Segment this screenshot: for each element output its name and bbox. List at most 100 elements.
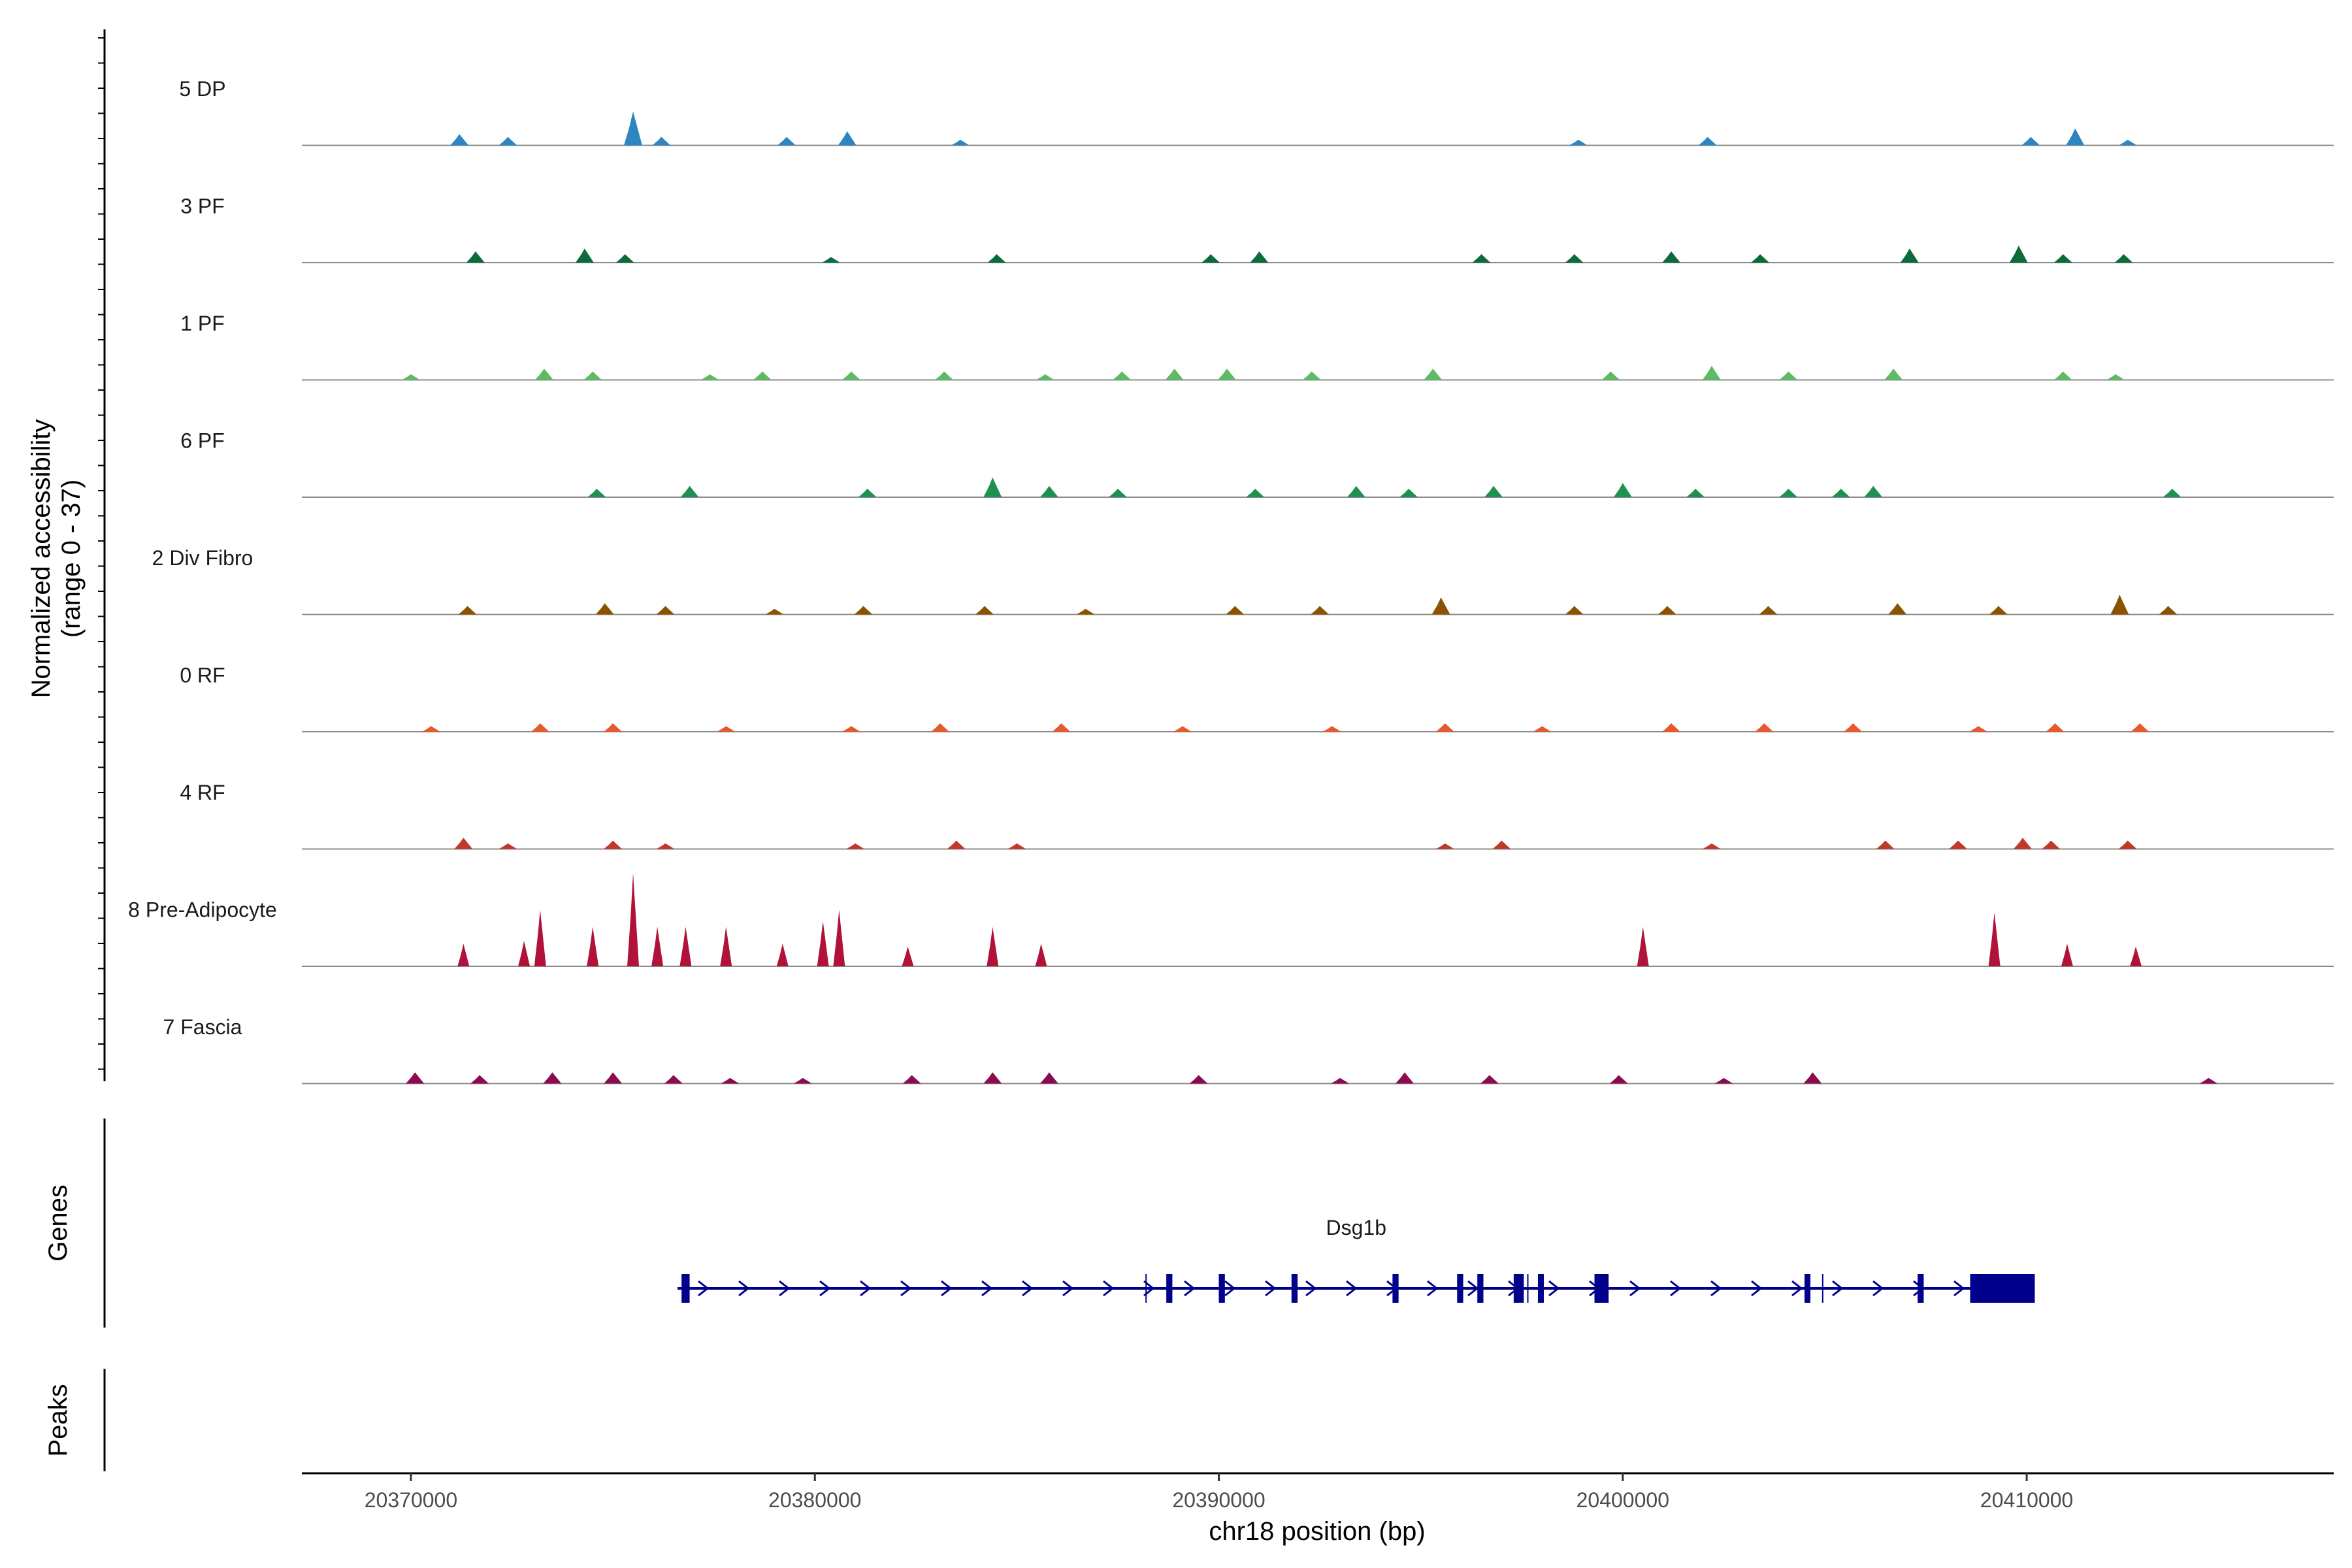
coverage-peak xyxy=(604,840,623,849)
coverage-peak xyxy=(531,723,549,732)
coverage-peak xyxy=(1988,912,2001,966)
coverage-peak xyxy=(406,1072,425,1084)
coverage-peak xyxy=(401,374,420,380)
coverage-peak xyxy=(1948,840,1967,849)
coverage-peak xyxy=(1714,1077,1733,1084)
coverage-peak xyxy=(1201,254,1220,263)
coverage-peak xyxy=(595,603,614,615)
strand-arrow xyxy=(819,1280,831,1297)
strand-arrow xyxy=(1751,1280,1763,1297)
coverage-peak xyxy=(2046,723,2065,732)
coverage-peak xyxy=(1900,248,1919,263)
coverage-peak xyxy=(930,723,949,732)
track-label: 3 PF xyxy=(180,195,225,218)
track-label: 2 Div Fibro xyxy=(152,546,253,570)
x-tick-label: 20410000 xyxy=(1980,1488,2073,1512)
coverage-peak xyxy=(858,489,877,497)
coverage-y-ticks xyxy=(98,37,105,1070)
strand-arrow xyxy=(900,1280,912,1297)
track-6: 0 RF xyxy=(180,664,2334,732)
coverage-peak xyxy=(2066,128,2085,146)
coverage-peak xyxy=(1113,371,1132,380)
coverage-peak xyxy=(1076,608,1095,615)
coverage-peak xyxy=(1968,726,1987,732)
coverage-peak xyxy=(1637,926,1649,966)
coverage-peak xyxy=(1565,254,1584,263)
coverage-peak xyxy=(587,926,599,966)
track-label: 8 Pre-Adipocyte xyxy=(128,898,277,922)
coverage-peak xyxy=(450,134,469,146)
gene-exon xyxy=(1477,1274,1484,1303)
coverage-peak xyxy=(534,368,553,380)
peaks-panel-label: Peaks xyxy=(44,1384,73,1456)
coverage-peak xyxy=(841,371,860,380)
gene-exon xyxy=(1918,1274,1924,1303)
track-label: 7 Fascia xyxy=(163,1015,242,1039)
coverage-peak xyxy=(717,726,736,732)
coverage-peak xyxy=(983,1072,1002,1084)
strand-arrow xyxy=(941,1280,953,1297)
coverage-peak xyxy=(1311,606,1330,615)
coverage-peak xyxy=(583,371,602,380)
gene-exon xyxy=(1166,1274,1173,1303)
coverage-peak xyxy=(1565,606,1584,615)
coverage-peak xyxy=(721,1077,740,1084)
gene-exon xyxy=(1594,1274,1609,1303)
coverage-peak xyxy=(720,926,732,966)
coverage-peak xyxy=(664,1075,683,1084)
coverage-peak xyxy=(2053,254,2072,263)
track-label: 1 PF xyxy=(180,312,225,335)
coverage-peak xyxy=(1246,489,1265,497)
strand-arrow xyxy=(1346,1280,1358,1297)
x-axis-ticks: 20370000 20380000 20390000 20400000 20410000 xyxy=(365,1473,2073,1512)
coverage-peak xyxy=(656,843,675,849)
coverage-peak xyxy=(1884,368,1903,380)
coverage-peak xyxy=(1844,723,1863,732)
coverage-peak xyxy=(1989,606,2008,615)
track-3: 1 PF xyxy=(180,312,2334,381)
x-tick-label: 20370000 xyxy=(365,1488,457,1512)
coverage-peak xyxy=(838,131,857,146)
coverage-peak xyxy=(2042,840,2061,849)
coverage-peak xyxy=(1702,843,1721,849)
coverage-peak xyxy=(575,248,594,263)
coverage-peak xyxy=(1472,254,1491,263)
coverage-peak xyxy=(1052,723,1071,732)
coverage-peak xyxy=(700,374,719,380)
coverage-peak xyxy=(2013,838,2032,849)
coverage-peak xyxy=(1322,726,1341,732)
x-axis-title: chr18 position (bp) xyxy=(1209,1517,1425,1546)
coverage-peak xyxy=(975,606,994,615)
coverage-peak xyxy=(817,921,829,966)
coverage-peak xyxy=(1759,606,1778,615)
coverage-peak xyxy=(1173,726,1192,732)
coverage-peak xyxy=(1431,597,1450,615)
strand-arrow xyxy=(1548,1280,1560,1297)
track-2: 3 PF xyxy=(180,195,2334,263)
coverage-peak xyxy=(2061,943,2073,966)
strand-arrow xyxy=(698,1280,710,1297)
coverage-peak xyxy=(457,943,470,966)
coverage-peak xyxy=(1480,1075,1499,1084)
coverage-peak xyxy=(470,1075,489,1084)
coverage-peak xyxy=(1662,723,1681,732)
track-9: 7 Fascia xyxy=(163,1015,2334,1085)
strand-arrow xyxy=(1184,1280,1196,1297)
coverage-peak xyxy=(2053,371,2072,380)
coverage-peak xyxy=(1039,1072,1058,1084)
coverage-peak xyxy=(656,606,675,615)
strand-arrow xyxy=(981,1280,993,1297)
coverage-peak xyxy=(1779,489,1798,497)
strand-arrow xyxy=(1305,1280,1317,1297)
coverage-peak xyxy=(518,941,531,966)
gene-exon xyxy=(1392,1274,1399,1303)
coverage-peak xyxy=(1601,371,1620,380)
coverage-peak xyxy=(1189,1075,1208,1084)
gene-exon xyxy=(1291,1274,1298,1303)
coverage-peak xyxy=(458,606,477,615)
coverage-peak xyxy=(679,926,692,966)
coverage-peak xyxy=(2163,489,2181,497)
coverage-peak xyxy=(1698,137,1717,146)
x-tick-label: 20380000 xyxy=(768,1488,861,1512)
coverage-peak xyxy=(1165,368,1184,380)
